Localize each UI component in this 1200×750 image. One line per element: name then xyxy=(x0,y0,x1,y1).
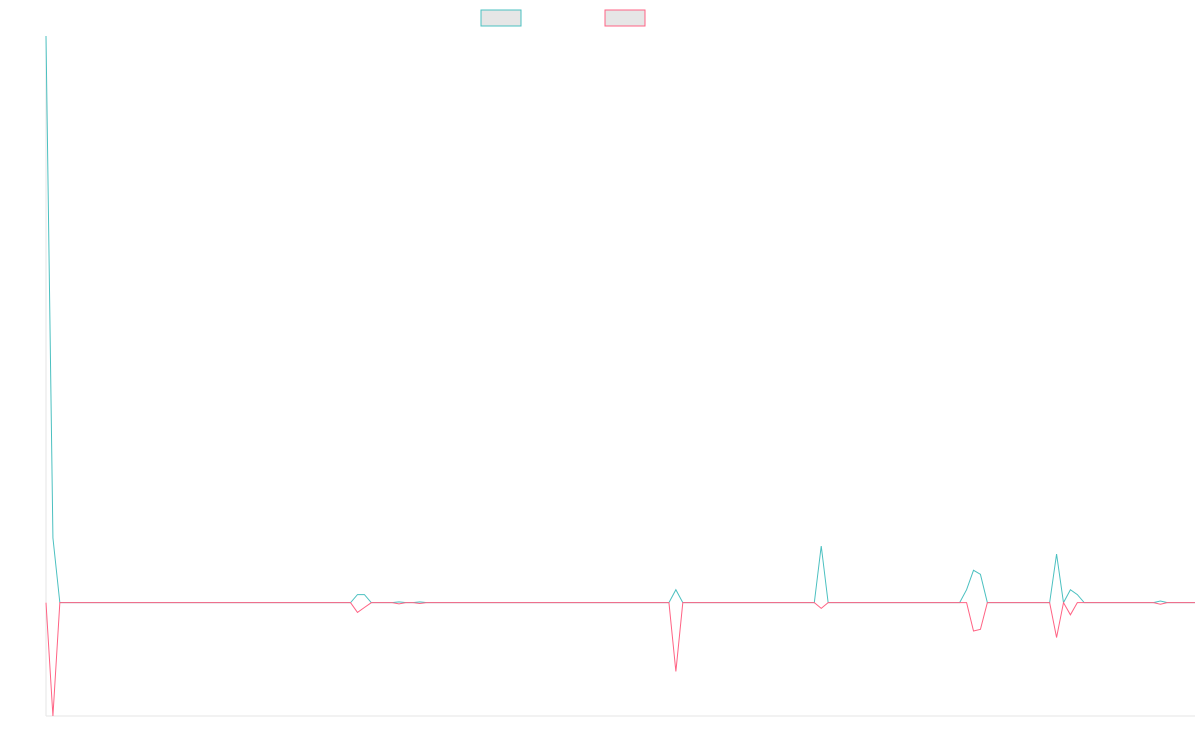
legend xyxy=(480,9,646,27)
legend-swatch-1[interactable] xyxy=(480,9,522,27)
legend-swatch-2[interactable] xyxy=(604,9,646,27)
series-line-1 xyxy=(45,35,1195,605)
plot-area xyxy=(45,35,1195,717)
axes xyxy=(45,36,1195,717)
series-line-2 xyxy=(45,601,1195,717)
